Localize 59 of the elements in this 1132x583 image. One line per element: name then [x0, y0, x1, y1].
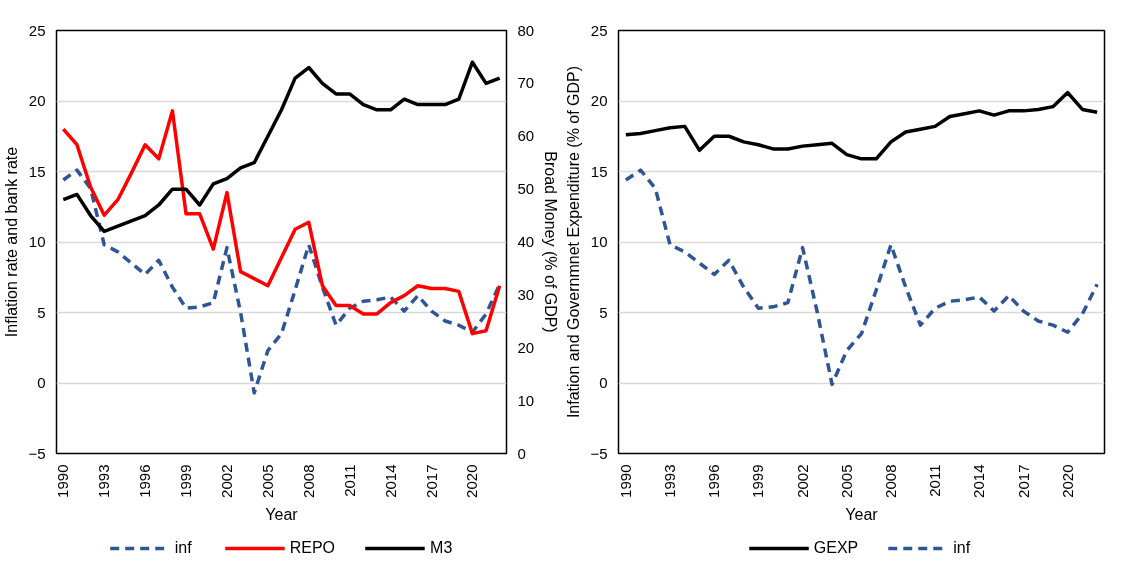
x-tick-label: 1990 — [616, 464, 634, 498]
x-tick-label: 1996 — [705, 464, 723, 498]
x-tick-label: 2011 — [926, 464, 944, 497]
y2-tick-label: 30 — [517, 285, 535, 303]
y2-tick-label: 40 — [517, 233, 535, 250]
y-tick-label: 25 — [28, 21, 46, 39]
y2-tick-label: 70 — [517, 74, 535, 92]
x-tick-label: 2008 — [881, 464, 899, 498]
x-tick-label: 1999 — [749, 464, 767, 498]
x-tick-label: 2011 — [340, 464, 358, 497]
x-tick-label: 1990 — [54, 464, 72, 498]
y-tick-label: 20 — [590, 92, 608, 109]
y-tick-label: 10 — [28, 233, 46, 250]
x-axis-title: Year — [845, 505, 879, 523]
line-series — [61, 60, 502, 234]
y-tick-label: 0 — [37, 374, 46, 391]
legend-label: inf — [953, 538, 972, 557]
x-tick-label: 2017 — [422, 464, 440, 498]
y-tick-label: 10 — [590, 233, 608, 250]
x-tick-label: 2017 — [1014, 464, 1032, 498]
x-tick-label: 2014 — [381, 464, 399, 498]
y2-tick-label: 0 — [517, 444, 526, 462]
y2-tick-label: 50 — [517, 180, 535, 198]
line-series — [624, 168, 1099, 387]
x-tick-label: 1996 — [136, 464, 154, 498]
x-tick-label: 1993 — [95, 464, 113, 498]
y-tick-label: 5 — [37, 303, 46, 321]
line-series — [624, 90, 1099, 161]
y-tick-label: 15 — [28, 162, 46, 180]
y2-tick-label: 10 — [517, 391, 535, 409]
x-tick-label: 2020 — [1058, 464, 1076, 498]
y-tick-label: −5 — [590, 444, 608, 462]
x-axis-title: Year — [265, 505, 299, 523]
y-tick-label: 20 — [28, 92, 46, 109]
y2-axis-title: Broad Money (% of GDP) — [542, 151, 560, 333]
y2-tick-label: 20 — [517, 338, 535, 356]
x-tick-label: 2014 — [970, 464, 988, 498]
y-axis-title: Infation and Governmnet Expenditure (% of GDP) — [565, 65, 583, 419]
y-tick-label: −5 — [28, 444, 46, 462]
x-tick-label: 2008 — [299, 464, 317, 498]
line-series — [61, 109, 502, 336]
x-tick-label: 2002 — [217, 464, 235, 498]
y2-tick-label: 60 — [517, 127, 535, 145]
x-tick-label: 2005 — [258, 464, 276, 498]
legend-label: M3 — [430, 538, 453, 557]
x-tick-label: 1993 — [661, 464, 679, 498]
x-tick-label: 2020 — [463, 464, 481, 498]
y-tick-label: 0 — [599, 374, 608, 391]
y-axis-title: Inflation rate and bank rate — [3, 146, 21, 338]
y-tick-label: 15 — [590, 162, 608, 180]
legend-label: GEXP — [813, 538, 859, 557]
x-tick-label: 1999 — [177, 464, 195, 498]
legend-label: inf — [174, 538, 193, 557]
legend-label: REPO — [289, 538, 336, 557]
x-tick-label: 2005 — [837, 464, 855, 498]
y-tick-label: 5 — [599, 303, 608, 321]
x-tick-label: 2002 — [793, 464, 811, 498]
y2-tick-label: 80 — [517, 21, 535, 39]
y-tick-label: 25 — [590, 21, 608, 39]
